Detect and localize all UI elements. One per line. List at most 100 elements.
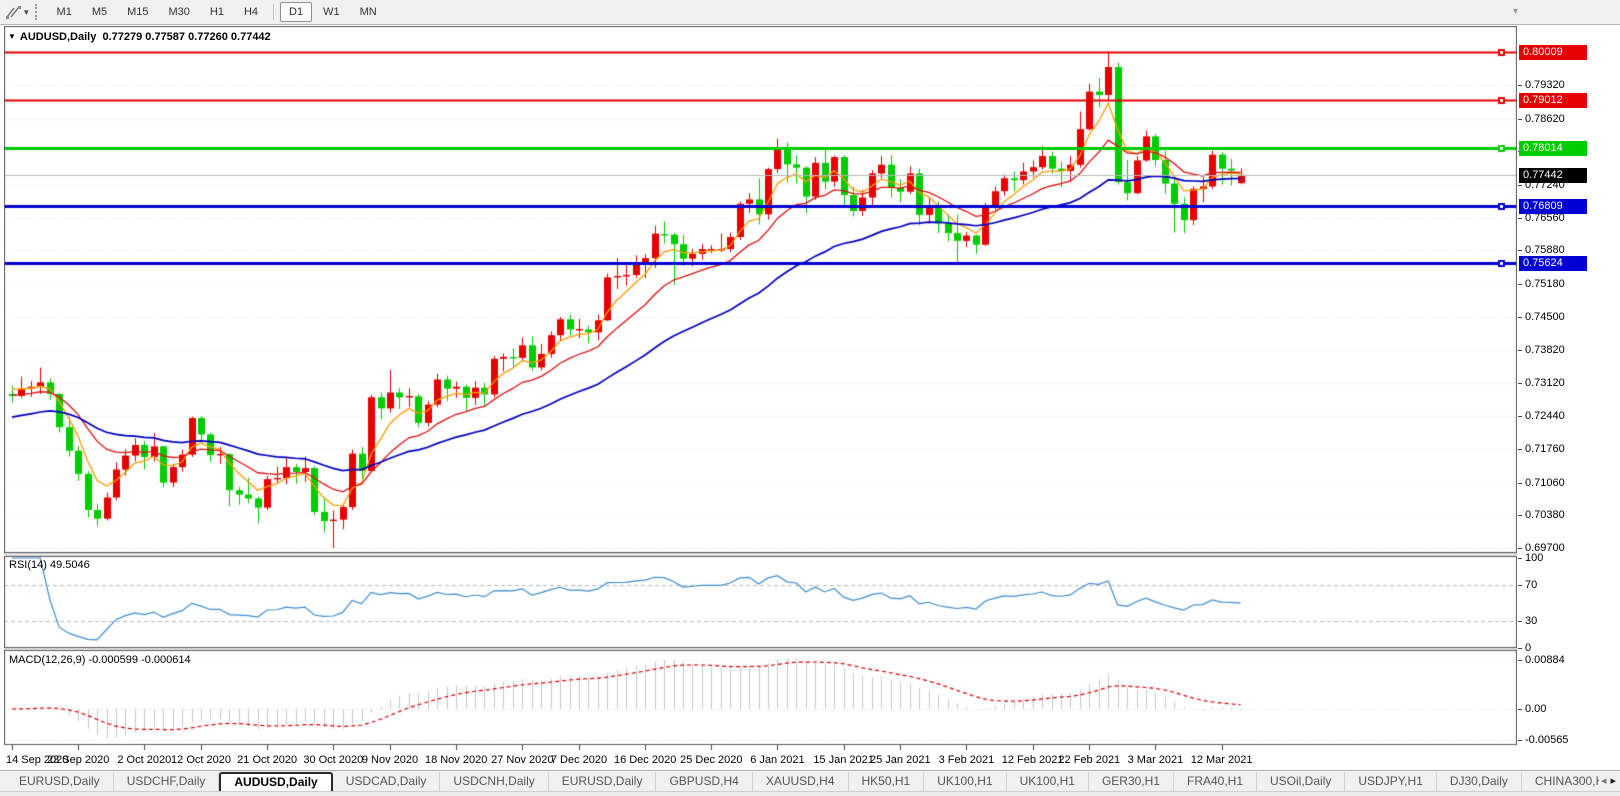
timeframe-button-w1[interactable]: W1 bbox=[323, 6, 340, 18]
tab-scroll-right-icon[interactable]: ▸ bbox=[1610, 775, 1616, 787]
chart-title: ▼ AUDUSD,Daily 0.77279 0.77587 0.77260 0.… bbox=[8, 31, 271, 43]
chevron-down-icon[interactable]: ▾ bbox=[24, 6, 29, 17]
chart-tab-ger30-h1[interactable]: GER30,H1 bbox=[1089, 772, 1174, 791]
timeframe-button-m30[interactable]: M30 bbox=[168, 6, 190, 18]
date-axis-label: 6 Jan 2021 bbox=[750, 754, 805, 766]
price-axis-label: 0.71760 bbox=[1525, 442, 1565, 455]
tab-scroll-left-icon[interactable]: ◂ bbox=[1600, 775, 1607, 787]
axis-tick bbox=[1518, 558, 1522, 559]
axis-tick bbox=[1518, 740, 1522, 742]
date-axis-label: 25 Jan 2021 bbox=[870, 754, 931, 766]
macd-axis-label: -0.00565 bbox=[1525, 734, 1569, 747]
status-strip bbox=[0, 791, 1620, 796]
date-axis-label: 2 Oct 2020 bbox=[117, 754, 172, 766]
price-axis-label: 0.71060 bbox=[1525, 476, 1565, 489]
toolbar-overflow-icon[interactable]: ▾ bbox=[1512, 6, 1518, 17]
chart-tab-eurusd-daily[interactable]: EURUSD,Daily bbox=[6, 772, 114, 791]
axis-tick bbox=[1518, 515, 1522, 517]
price-axis[interactable]: 0.793200.786200.779400.772400.765600.758… bbox=[1518, 26, 1620, 752]
chart-tab-usdcnh-daily[interactable]: USDCNH,Daily bbox=[440, 772, 549, 791]
timeframe-button-h4[interactable]: H4 bbox=[243, 6, 259, 18]
price-axis-label: 0.69700 bbox=[1525, 542, 1565, 555]
chart-tab-usdchf-daily[interactable]: USDCHF,Daily bbox=[114, 772, 220, 791]
chart-tab-dj30-daily[interactable]: DJ30,Daily bbox=[1437, 772, 1522, 791]
timeframe-button-mn[interactable]: MN bbox=[359, 6, 377, 18]
price-axis-label: 0.76560 bbox=[1525, 211, 1565, 224]
chart-tab-audusd-daily[interactable]: AUDUSD,Daily bbox=[219, 772, 333, 791]
chart-tab-usoil-daily[interactable]: USOil,Daily bbox=[1257, 772, 1346, 791]
axis-tick bbox=[1518, 284, 1522, 286]
chart-tab-xauusd-h4[interactable]: XAUUSD,H4 bbox=[753, 772, 849, 791]
axis-tick bbox=[1518, 84, 1522, 86]
chart-ohlc: 0.77279 0.77587 0.77260 0.77442 bbox=[102, 31, 271, 43]
price-level-badge: 0.76809 bbox=[1519, 198, 1587, 214]
chart-tab-china300-h1[interactable]: CHINA300,H1 bbox=[1522, 772, 1620, 791]
price-axis-label: 0.73120 bbox=[1525, 377, 1565, 390]
price-axis-label: 0.74500 bbox=[1525, 310, 1565, 323]
rsi-axis-label: 30 bbox=[1525, 615, 1538, 627]
date-axis-label: 14 Sep 2020 bbox=[6, 754, 69, 766]
rsi-axis-label: 100 bbox=[1525, 552, 1544, 564]
timeframe-buttons: M1 M5 M15 M30 H1 H4 D1 W1 MN bbox=[47, 2, 387, 22]
date-axis-label: 21 Oct 2020 bbox=[237, 754, 298, 766]
macd-axis-label: 0.00884 bbox=[1525, 653, 1565, 666]
price-axis-label: 0.72440 bbox=[1525, 410, 1565, 423]
axis-tick bbox=[1518, 118, 1522, 120]
axis-tick bbox=[1518, 585, 1522, 586]
axis-tick bbox=[1518, 349, 1522, 351]
axis-tick bbox=[1518, 548, 1522, 550]
chart-canvas[interactable] bbox=[4, 26, 1517, 752]
price-axis-label: 0.79320 bbox=[1525, 78, 1565, 91]
rsi-axis-label: 0 bbox=[1525, 642, 1532, 654]
price-level-badge: 0.78014 bbox=[1519, 140, 1587, 156]
timeframe-toolbar: ▾ M1 M5 M15 M30 H1 H4 D1 W1 MN ▾ bbox=[0, 0, 1620, 25]
date-axis-label: 22 Feb 2021 bbox=[1058, 754, 1121, 766]
date-axis-label: 7 Dec 2020 bbox=[550, 754, 608, 766]
timeframe-button-m15[interactable]: M15 bbox=[127, 6, 149, 18]
date-axis-label: 15 Jan 2021 bbox=[813, 754, 874, 766]
date-axis-label: 30 Oct 2020 bbox=[303, 754, 364, 766]
axis-tick bbox=[1518, 709, 1522, 710]
timeframe-button-d1[interactable]: D1 bbox=[280, 2, 313, 22]
price-level-badge: 0.75624 bbox=[1519, 255, 1587, 271]
date-axis-label: 16 Dec 2020 bbox=[613, 754, 677, 766]
date-axis-label: 27 Nov 2020 bbox=[491, 754, 554, 766]
macd-axis-label: 0.00 bbox=[1525, 703, 1547, 715]
price-axis-label: 0.75180 bbox=[1525, 278, 1565, 291]
date-axis-label: 3 Mar 2021 bbox=[1127, 754, 1184, 766]
axis-tick bbox=[1518, 648, 1522, 649]
axis-tick bbox=[1518, 185, 1522, 186]
date-axis-label: 12 Oct 2020 bbox=[171, 754, 231, 766]
chart-tab-uk100-h1[interactable]: UK100,H1 bbox=[1007, 772, 1089, 791]
timeframe-button-h1[interactable]: H1 bbox=[209, 6, 224, 18]
date-axis-label: 23 Sep 2020 bbox=[46, 754, 110, 766]
toolbar-grip[interactable] bbox=[34, 4, 41, 20]
date-axis-label: 12 Feb 2021 bbox=[1001, 754, 1064, 766]
date-axis[interactable]: 14 Sep 2020 23 Sep 2020 2 Oct 2020 12 Oct 2… bbox=[4, 752, 1518, 769]
macd-indicator-label: MACD(12,26,9) -0.000599 -0.000614 bbox=[9, 654, 191, 666]
axis-tick bbox=[1518, 316, 1522, 318]
chart-tab-uk100-h1[interactable]: UK100,H1 bbox=[924, 772, 1007, 791]
chart-symbol: AUDUSD,Daily bbox=[19, 31, 97, 43]
axis-tick bbox=[1518, 383, 1522, 385]
timeframe-button-m5[interactable]: M5 bbox=[91, 6, 108, 18]
chart-tab-fra40-h1[interactable]: FRA40,H1 bbox=[1174, 772, 1258, 791]
tab-scroll-nav: ◂ ▸ bbox=[1598, 774, 1618, 787]
chart-tab-hk50-h1[interactable]: HK50,H1 bbox=[849, 772, 925, 791]
draw-cursor-icon[interactable] bbox=[4, 3, 24, 21]
chart-tab-gbpusd-h4[interactable]: GBPUSD,H4 bbox=[656, 772, 753, 791]
chart-title-caret-icon[interactable]: ▼ bbox=[8, 32, 16, 41]
chart-tab-eurusd-daily[interactable]: EURUSD,Daily bbox=[549, 772, 657, 791]
date-axis-label: 18 Nov 2020 bbox=[424, 754, 488, 766]
chart-tab-bar: EURUSD,Daily USDCHF,Daily AUDUSD,Daily USDC… bbox=[0, 770, 1620, 791]
date-axis-label: 25 Dec 2020 bbox=[680, 754, 743, 766]
axis-tick bbox=[1518, 250, 1522, 252]
axis-tick bbox=[1518, 416, 1522, 418]
price-axis-label: 0.75880 bbox=[1525, 244, 1565, 257]
chart-tab-usdcad-daily[interactable]: USDCAD,Daily bbox=[333, 772, 441, 791]
chart-tab-usdjpy-h1[interactable]: USDJPY,H1 bbox=[1345, 772, 1437, 791]
timeframe-button-m1[interactable]: M1 bbox=[56, 6, 72, 18]
axis-tick bbox=[1518, 659, 1522, 661]
date-axis-label: 12 Mar 2021 bbox=[1190, 754, 1253, 766]
